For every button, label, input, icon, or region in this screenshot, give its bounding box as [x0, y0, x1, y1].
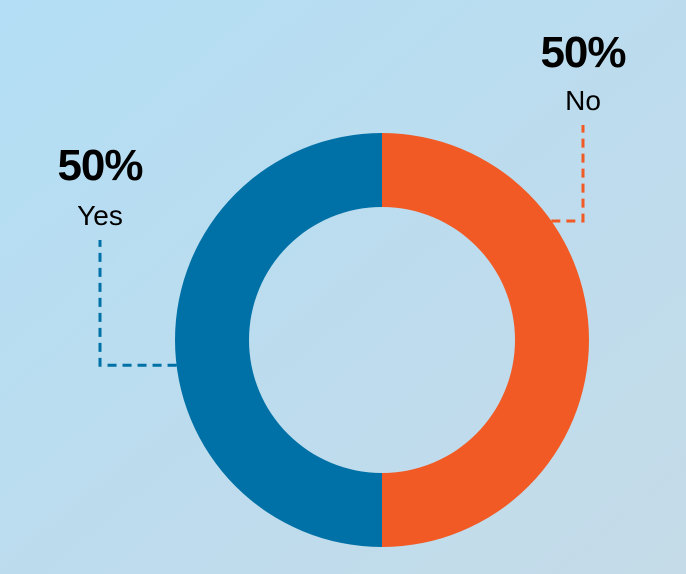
slice: [382, 133, 589, 547]
slice: [175, 133, 382, 547]
leader-line: [98, 240, 177, 367]
value-label: 50%: [540, 28, 625, 77]
value-label: 50%: [57, 141, 142, 190]
leader-line: [551, 125, 585, 223]
category-label: No: [565, 85, 601, 116]
category-label: Yes: [77, 200, 123, 231]
